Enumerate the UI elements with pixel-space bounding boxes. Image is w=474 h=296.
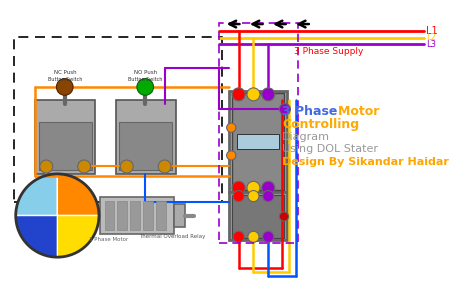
Text: Controlling: Controlling (282, 118, 359, 131)
Bar (14, 37, 222, 202)
Bar (156, 201, 165, 230)
Circle shape (56, 79, 73, 95)
Text: L1: L1 (427, 25, 438, 36)
Wedge shape (57, 174, 99, 215)
Bar (130, 201, 140, 230)
Circle shape (233, 231, 244, 242)
Bar (100, 197, 174, 234)
Circle shape (78, 160, 91, 173)
Text: NO Push: NO Push (134, 70, 157, 75)
Text: Using DOL Stater: Using DOL Stater (282, 144, 378, 154)
Text: L2: L2 (427, 33, 436, 42)
Bar (237, 134, 279, 149)
Circle shape (247, 181, 260, 194)
Bar (229, 192, 287, 240)
Bar (118, 201, 127, 230)
Text: Motor: Motor (337, 104, 383, 118)
Bar (105, 201, 114, 230)
Text: Contactor: Contactor (243, 134, 273, 139)
Circle shape (227, 151, 236, 160)
Circle shape (263, 231, 274, 242)
Wedge shape (57, 215, 99, 257)
Circle shape (40, 160, 53, 173)
Circle shape (227, 123, 236, 132)
Bar (232, 94, 284, 190)
Bar (143, 201, 153, 230)
Circle shape (233, 191, 244, 202)
Text: L3: L3 (427, 40, 437, 49)
Bar (229, 91, 287, 192)
Circle shape (262, 181, 275, 194)
Bar (39, 122, 91, 170)
Bar (232, 195, 284, 238)
Text: NC Push: NC Push (54, 70, 76, 75)
Circle shape (232, 88, 245, 101)
Bar (119, 122, 172, 170)
Wedge shape (16, 174, 57, 215)
Circle shape (158, 160, 171, 173)
Circle shape (247, 88, 260, 101)
Text: 3 Phase: 3 Phase (282, 104, 342, 118)
Circle shape (232, 181, 245, 194)
Circle shape (279, 212, 289, 221)
Circle shape (120, 160, 133, 173)
Bar (116, 100, 176, 174)
Circle shape (263, 191, 274, 202)
Text: Thermal Overload Relay: Thermal Overload Relay (139, 234, 205, 239)
Circle shape (248, 191, 259, 202)
Text: Diagram: Diagram (282, 132, 330, 142)
Bar (174, 205, 185, 227)
Circle shape (137, 79, 154, 95)
Circle shape (248, 231, 259, 242)
Circle shape (262, 88, 275, 101)
Text: Button Switch: Button Switch (48, 77, 82, 82)
Circle shape (279, 104, 291, 115)
Bar (219, 23, 298, 243)
Text: 3 Phase Supply: 3 Phase Supply (294, 47, 363, 56)
Wedge shape (16, 215, 57, 257)
Text: 3 Phase Motor: 3 Phase Motor (89, 237, 128, 242)
Bar (35, 100, 95, 174)
Text: Design By Sikandar Haidar: Design By Sikandar Haidar (282, 157, 449, 167)
Text: Button Switch: Button Switch (128, 77, 163, 82)
